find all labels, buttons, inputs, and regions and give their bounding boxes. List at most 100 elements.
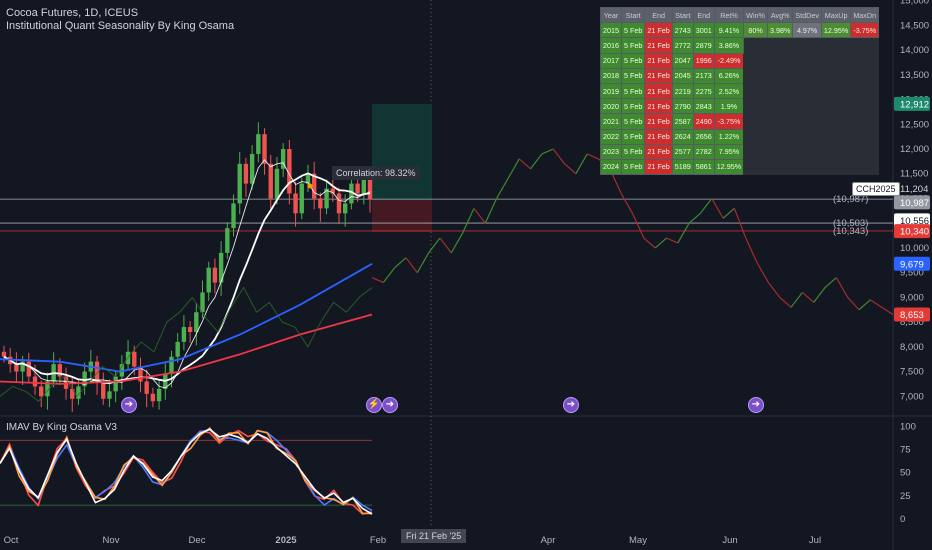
projection-segment [484,198,498,224]
y-tick-label: 12,000 [900,144,929,155]
table-cell: 21 Feb [644,82,673,100]
x-tick-label: Nov [103,535,120,546]
table-cell: 21 Feb [644,22,673,39]
candle-body [342,203,348,214]
candle-body [57,364,63,377]
candle-body [156,388,162,402]
table-header-cell: Win% [743,6,768,24]
projection-segment [552,148,566,165]
table-header-cell: Year [600,6,622,24]
cursor-date-label: Fri 21 Feb '25 [401,529,467,543]
table-cell: 2743 [671,22,694,39]
event-arrow-icon[interactable]: ➔ [748,397,764,413]
table-cell: 5 Feb [620,98,646,115]
price-tag-bg [894,96,930,111]
price-tag-bg [894,307,930,322]
event-arrow-icon[interactable]: ➔ [382,397,398,413]
table-stat-cell: -3.75% [850,22,880,39]
candle-body [243,163,249,184]
event-arrow-icon[interactable]: ➔ [121,397,137,413]
table-cell: 5 Feb [620,158,646,176]
table-row: 2016 5 Feb 21 Feb 2772 2879 3.86% [600,37,880,176]
line-value-label: (10,987) [833,194,868,205]
projection-segment [813,287,826,303]
line-value-label: (10,503) [833,218,868,229]
candle-body [150,393,156,402]
projection-segment [507,158,520,179]
candle-body [336,193,342,214]
osc-tick-label: 75 [900,445,911,456]
projection-segment [416,252,430,273]
candle-body [218,252,224,283]
candle-body [311,173,317,199]
projection-segment [564,163,577,175]
candle-body [324,188,329,209]
candle-body [262,134,267,164]
table-cell: 2021 [600,113,622,130]
table-row: 2015 5 Feb 21 Feb 2743 3001 9.41% 80% 3.98% 4.97… [600,22,880,39]
table-cell: 5861 [692,158,715,176]
y-tick-label: 14,000 [900,45,929,56]
table-header-row: Year Start End Start End Ret% Win% Avg% StdDev Ma… [600,6,880,24]
table-cell: 5 Feb [620,37,646,54]
seasonality-table: Year Start End Start End Ret% Win% Avg% StdDev Ma… [600,6,880,176]
table-header-cell: Avg% [766,6,794,24]
table-cell: 1.22% [713,128,745,145]
table-cell: 5 Feb [620,143,646,160]
table-row: 2020 5 Feb 21 Feb 2790 2843 1.9% [600,98,879,115]
y-tick-label: 7,000 [900,391,924,402]
projection-segment [382,267,396,283]
table-cell: 5 Feb [620,52,646,69]
candle-body [355,183,360,194]
table-cell: 2587 [671,113,694,130]
projection-segment [722,207,735,219]
candle-body [367,178,373,200]
ma-blue-line [0,263,373,373]
price-tag: 10,987 [900,198,929,209]
projection-segment [631,213,645,239]
projection-segment [541,148,554,155]
projection-segment [756,262,769,283]
candle-body [181,327,187,342]
table-cell: 21 Feb [644,113,673,130]
candle-body [63,376,69,389]
table-stat-cell: 4.97% [792,22,822,39]
table-cell: 1996 [692,52,715,69]
y-tick-label: 12,500 [900,119,929,130]
projection-segment [858,299,871,311]
candle-body [225,228,230,253]
table-row: 2024 5 Feb 21 Feb 5189 5861 12.95% [600,158,879,176]
candle-body [305,173,311,184]
table-cell: 2782 [692,143,715,160]
price-tag-bg [894,195,930,210]
projection-segment [428,237,441,254]
table-cell: 2015 [600,22,622,39]
osc-tick-label: 25 [900,491,911,502]
event-lightning-icon[interactable]: ⚡ [366,397,382,413]
candle-body [287,149,292,194]
candle-body [113,376,118,392]
candle-body [212,267,218,283]
projection-segment [767,282,781,298]
candle-body [107,391,112,399]
x-tick-label: Jun [722,535,737,546]
table-stat-cell: 12.95% [820,22,852,39]
candle-body [26,361,32,377]
table-cell: 2624 [671,128,694,145]
table-cell: 5 Feb [620,82,646,100]
projection-segment [666,237,679,244]
projection-segment [586,153,599,160]
osc-tick-label: 100 [900,421,916,432]
projection-segment [881,306,894,316]
table-cell: 21 Feb [644,52,673,69]
event-arrow-icon[interactable]: ➔ [563,397,579,413]
table-cell: 1.9% [713,98,745,115]
candle-body [45,381,50,397]
table-cell: 2219 [671,82,694,100]
candle-body [299,183,304,214]
osc-tick-label: 0 [900,514,905,525]
projection-segment [790,292,803,308]
projection-segment [394,257,407,269]
candle-body [280,149,286,169]
table-cell: 2879 [692,37,715,54]
